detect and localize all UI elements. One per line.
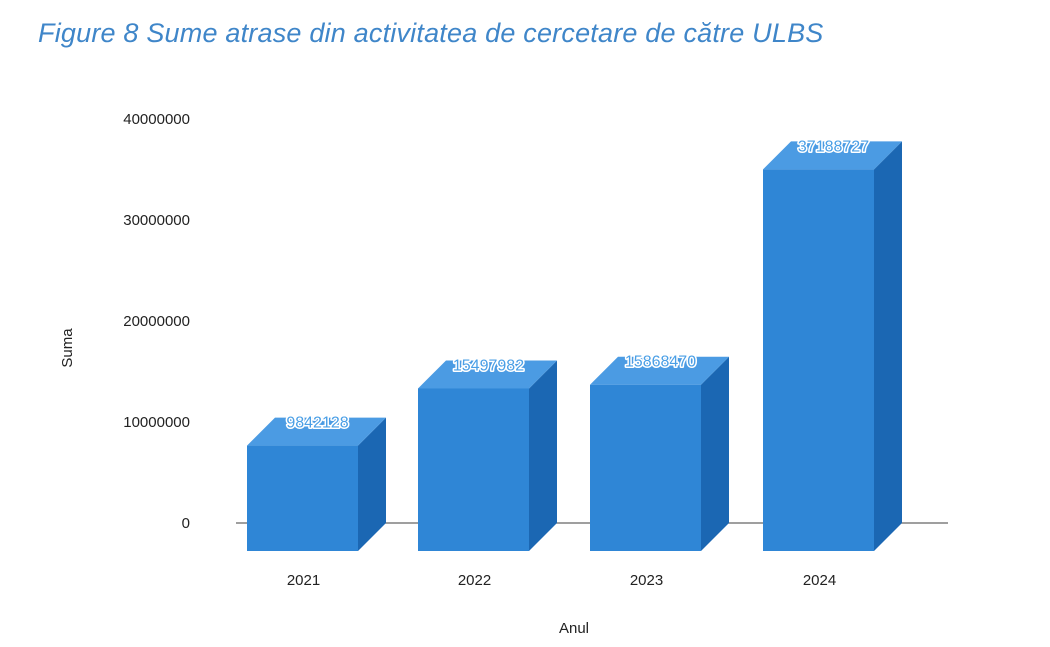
data-label: 15868470 bbox=[625, 354, 696, 371]
data-labels-group: 9842128 15497982 15868470 37188727 bbox=[285, 137, 871, 433]
bar-top-face bbox=[590, 356, 729, 385]
y-tick-label: 20000000 bbox=[123, 313, 190, 330]
y-axis-ticks: 0 10000000 20000000 30000000 40000000 bbox=[123, 111, 190, 532]
bar-front-face bbox=[418, 388, 529, 551]
bar-side-face bbox=[358, 417, 386, 551]
x-tick-label: 2023 bbox=[630, 572, 663, 589]
bar-side-face bbox=[874, 141, 902, 551]
bar-top-face bbox=[763, 141, 902, 170]
bar-front-face bbox=[590, 384, 701, 551]
bar-side-face bbox=[529, 360, 557, 551]
figure-caption: Figure 8 Sume atrase din activitatea de … bbox=[38, 18, 824, 48]
y-axis-title: Suma bbox=[59, 328, 76, 368]
data-label: 15497982 bbox=[453, 357, 524, 374]
bar-2024 bbox=[763, 141, 902, 551]
data-label: 37188727 bbox=[798, 138, 869, 155]
x-axis-ticks: 2021 2022 2023 2024 bbox=[287, 572, 836, 589]
bar-top-face bbox=[247, 417, 386, 446]
x-tick-label: 2022 bbox=[458, 572, 491, 589]
bars-group bbox=[247, 141, 902, 551]
bar-2021 bbox=[247, 417, 386, 551]
bar-front-face bbox=[763, 169, 874, 551]
data-label: 9842128 bbox=[286, 415, 348, 432]
y-tick-label: 40000000 bbox=[123, 111, 190, 128]
bar-front-face bbox=[247, 445, 358, 551]
y-tick-label: 0 bbox=[182, 515, 190, 532]
y-tick-label: 10000000 bbox=[123, 414, 190, 431]
y-tick-label: 30000000 bbox=[123, 212, 190, 229]
bar-2023 bbox=[590, 356, 729, 551]
bar-side-face bbox=[701, 356, 729, 551]
bar-2022 bbox=[418, 360, 557, 551]
x-axis-title: Anul bbox=[559, 620, 589, 637]
x-tick-label: 2021 bbox=[287, 572, 320, 589]
x-tick-label: 2024 bbox=[803, 572, 836, 589]
bar-top-face bbox=[418, 360, 557, 389]
